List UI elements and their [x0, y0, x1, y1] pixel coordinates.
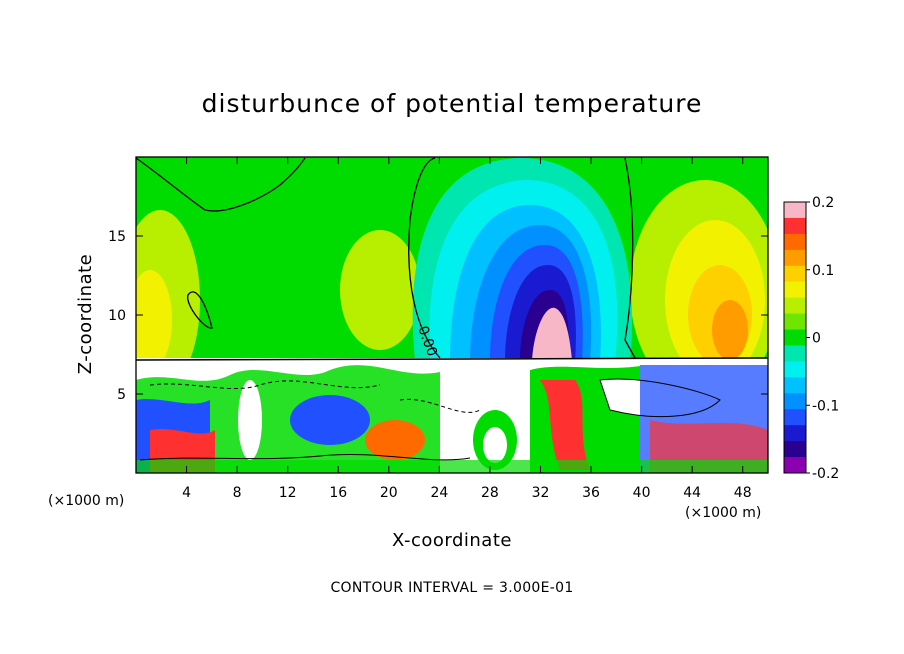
colorbar-tick-label: -0.1 — [812, 398, 839, 414]
contour-interval-note: CONTOUR INTERVAL = 3.000E-01 — [330, 580, 573, 596]
cold-plume-tip — [532, 307, 572, 360]
chart-title: disturbunce of potential temperature — [202, 89, 703, 118]
y-axis: 5 10 15 — [108, 229, 768, 403]
colorbar-tick-label: 0.1 — [812, 263, 834, 279]
x-axis-unit-left: (×1000 m) — [48, 493, 124, 509]
warm-region-right-core — [712, 300, 748, 360]
colorbar-swatch — [784, 457, 806, 474]
contour-dashed-low-a — [149, 380, 381, 390]
x-tick-label: 16 — [329, 485, 347, 501]
colorbar-swatch — [784, 361, 806, 378]
contour-zero-top-left — [136, 157, 306, 212]
colorbar-swatch — [784, 345, 806, 362]
colorbar-swatch — [784, 217, 806, 235]
contour-zero-plume-left — [408, 157, 441, 359]
y-tick-label: 15 — [108, 229, 126, 245]
x-tick-label: 24 — [430, 485, 448, 501]
colorbar-swatch — [784, 202, 806, 219]
y-axis-label: Z-coordinate — [75, 254, 96, 375]
colorbar-swatch — [784, 393, 806, 410]
x-axis-label: X-coordinate — [392, 530, 512, 551]
x-tick-label: 36 — [582, 485, 600, 501]
colorbar-frame — [783, 201, 807, 474]
colorbar-swatch — [784, 233, 806, 251]
x-tick-label: 48 — [734, 485, 752, 501]
plot-area — [136, 157, 768, 473]
colorbar-tick-label: 0 — [812, 331, 821, 347]
contour-zero-plume-right — [624, 157, 636, 359]
x-tick-label: 12 — [279, 485, 297, 501]
contour-low-surface — [139, 454, 471, 461]
x-tick-label: 40 — [633, 485, 651, 501]
lower-red-far-right — [650, 420, 768, 473]
colorbar-swatch — [784, 409, 806, 426]
x-axis: 4 8 12 16 20 24 28 32 36 40 44 48 — [182, 157, 752, 501]
lower-red-right — [540, 380, 590, 470]
colorbar-swatch — [784, 265, 806, 283]
lower-surface-band — [136, 460, 768, 473]
y-tick-label: 5 — [117, 387, 126, 403]
x-tick-label: 20 — [380, 485, 398, 501]
x-tick-label: 44 — [683, 485, 701, 501]
warm-patch-mid — [340, 230, 420, 350]
x-tick-label: 8 — [233, 485, 242, 501]
warm-region-left-core — [136, 270, 172, 370]
colorbar-swatch — [784, 425, 806, 442]
colorbar: 0.2 0.1 0 -0.1 -0.2 — [784, 195, 839, 482]
colorbar-swatch — [784, 313, 806, 331]
contour-low-right — [599, 378, 721, 417]
lower-white-eddy — [483, 427, 507, 463]
y-tick-label: 10 — [108, 308, 126, 324]
contour-zero-loop — [187, 291, 213, 329]
lower-orange-mid — [365, 420, 425, 460]
colorbar-swatch — [784, 329, 806, 346]
x-axis-unit-right: (×1000 m) — [685, 505, 761, 521]
colorbar-swatch — [784, 377, 806, 394]
colorbar-swatch — [784, 281, 806, 299]
x-tick-label: 28 — [481, 485, 499, 501]
colorbar-swatch — [784, 249, 806, 267]
colorbar-tick-label: -0.2 — [812, 466, 839, 482]
colorbar-swatch — [784, 441, 806, 458]
colorbar-tick-label: 0.2 — [812, 195, 834, 211]
lower-blue-mid — [290, 395, 370, 445]
x-tick-label: 32 — [532, 485, 550, 501]
contour-dashed-low-b — [399, 398, 481, 413]
colorbar-swatch — [784, 297, 806, 315]
lower-white-plume-a — [238, 380, 262, 460]
x-tick-label: 4 — [182, 485, 191, 501]
contour-interface — [136, 357, 768, 361]
